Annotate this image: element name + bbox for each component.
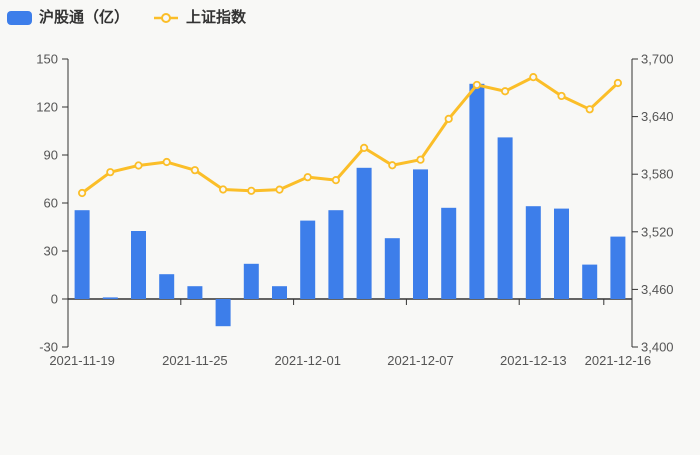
- line-marker-2021-12-13: [529, 73, 538, 82]
- legend-item-hugutong[interactable]: 沪股通（亿）: [7, 9, 129, 27]
- x-axis-label: 2021-12-13: [500, 353, 567, 368]
- legend-item-shangzheng[interactable]: 上证指数: [153, 9, 246, 27]
- x-axis-label: 2021-11-25: [162, 353, 228, 368]
- left-y-axis-label: 60: [44, 196, 58, 211]
- bar-2021-12-09: [469, 83, 485, 299]
- bar-2021-11-24: [159, 274, 175, 299]
- legend-label-shangzheng: 上证指数: [186, 9, 247, 26]
- x-axis-label: 2021-11-19: [49, 353, 115, 368]
- bar-2021-11-19: [74, 210, 90, 299]
- bar-2021-12-08: [441, 207, 457, 299]
- left-y-axis-label: -30: [39, 340, 58, 355]
- right-y-axis-label: 3,700: [641, 52, 674, 67]
- bar-2021-12-16: [610, 236, 626, 299]
- bar-2021-11-23: [131, 231, 146, 299]
- bar-series-swatch-icon: [7, 11, 32, 25]
- bar-2021-12-10: [497, 137, 513, 299]
- legend-label-hugutong: 沪股通（亿）: [39, 9, 130, 26]
- left-y-axis-label: 30: [44, 244, 58, 259]
- right-y-axis-label: 3,400: [641, 340, 674, 355]
- left-y-axis-label: 150: [36, 52, 58, 67]
- line-marker-2021-12-15: [585, 105, 594, 114]
- bar-2021-11-30: [272, 286, 287, 299]
- bar-2021-12-02: [328, 210, 344, 299]
- line-marker-2021-12-09: [472, 80, 481, 90]
- bar-2021-12-15: [582, 264, 598, 299]
- line-marker-2021-12-14: [557, 91, 566, 101]
- x-axis-label: 2021-12-01: [274, 353, 341, 368]
- line-marker-2021-12-02: [331, 176, 340, 185]
- bar-2021-12-03: [356, 167, 372, 299]
- line-marker-2021-12-01: [303, 173, 312, 182]
- line-marker-2021-12-16: [613, 78, 623, 88]
- line-marker-2021-11-23: [134, 161, 143, 170]
- line-series-swatch-icon: [153, 11, 179, 25]
- bar-2021-11-22: [102, 297, 118, 299]
- line-marker-2021-12-10: [500, 87, 510, 96]
- line-marker-2021-11-29: [247, 186, 256, 195]
- line-marker-2021-12-03: [359, 143, 369, 152]
- bar-2021-12-13: [525, 206, 541, 299]
- right-y-axis-label: 3,460: [641, 282, 674, 297]
- line-marker-2021-11-25: [190, 166, 199, 175]
- right-y-axis-label: 3,520: [641, 224, 674, 239]
- bar-2021-12-06: [384, 238, 400, 299]
- left-y-axis-label: 120: [36, 100, 58, 115]
- bar-2021-12-14: [554, 208, 569, 299]
- bar-2021-11-26: [215, 299, 231, 327]
- bar-2021-11-25: [187, 286, 203, 299]
- x-axis-label: 2021-12-07: [387, 353, 454, 368]
- bar-2021-12-01: [300, 220, 316, 299]
- line-marker-2021-11-24: [162, 157, 171, 167]
- line-marker-2021-11-26: [219, 185, 228, 194]
- chart-legend: 沪股通（亿） 上证指数: [7, 9, 246, 27]
- line-marker-2021-11-22: [106, 168, 115, 177]
- line-marker-2021-12-06: [388, 161, 397, 170]
- right-y-axis-label: 3,640: [641, 109, 674, 124]
- line-marker-2021-12-07: [416, 155, 425, 164]
- x-axis-label: 2021-12-16: [585, 353, 652, 368]
- line-marker-2021-12-08: [444, 114, 453, 124]
- left-y-axis-label: 90: [44, 148, 58, 163]
- line-marker-2021-11-30: [275, 185, 284, 194]
- bar-2021-11-29: [243, 263, 259, 299]
- bar-2021-12-07: [413, 169, 428, 299]
- index-line: [80, 75, 620, 195]
- left-y-axis-label: 0: [51, 292, 58, 307]
- line-marker-2021-11-19: [78, 188, 87, 198]
- right-y-axis-label: 3,580: [641, 167, 674, 182]
